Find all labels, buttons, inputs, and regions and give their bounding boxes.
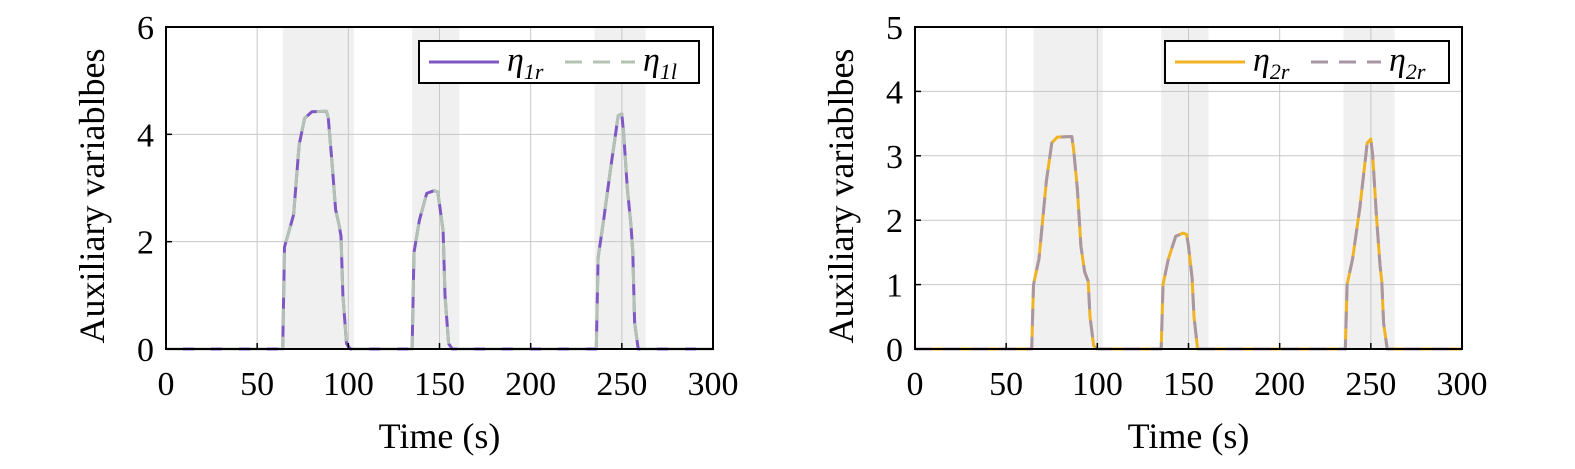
- legend-label-1l: η1l: [643, 42, 677, 84]
- x-tick-label: 250: [596, 366, 647, 403]
- y-tick-label: 1: [886, 268, 903, 305]
- y-tick-label: 4: [886, 74, 903, 111]
- x-tick-label: 0: [158, 366, 175, 403]
- y-axis-label: Auxiliary variablbes: [821, 49, 861, 344]
- legend-box: [418, 40, 700, 84]
- legend: η1r η1l: [418, 40, 700, 84]
- x-tick-label: 250: [1345, 366, 1396, 403]
- y-tick-label: 5: [886, 10, 903, 47]
- legend-label-1r: η1r: [507, 42, 544, 84]
- shaded-interval: [1033, 27, 1103, 349]
- y-tick-label: 3: [886, 139, 903, 176]
- legend-label-2r: η2r: [1389, 42, 1426, 84]
- x-tick-label: 50: [240, 366, 274, 403]
- x-axis-label: Time (s): [379, 416, 501, 456]
- chart-panel-2: 0 50 100 150 200 250 300 0 1 2 3 4 5 Time (s) Auxiliar…: [821, 10, 1488, 456]
- x-tick-label: 0: [907, 366, 924, 403]
- x-tick-label: 300: [688, 366, 739, 403]
- y-tick-label: 0: [137, 332, 154, 369]
- y-tick-label: 6: [137, 10, 154, 47]
- x-tick-label: 300: [1437, 366, 1488, 403]
- chart-panel-1: 0 50 100 150 200 250 300 0 2 4 6 Time (s) Auxiliary …: [72, 10, 739, 456]
- legend-label-2r: η2r: [1253, 42, 1290, 84]
- x-tick-label: 100: [323, 366, 374, 403]
- x-axis-label: Time (s): [1128, 416, 1250, 456]
- y-axis-label: Auxiliary variablbes: [72, 49, 112, 344]
- x-tick-label: 100: [1072, 366, 1123, 403]
- legend: η2r η2r: [1164, 40, 1450, 84]
- y-tick-label: 0: [886, 332, 903, 369]
- y-tick-label: 4: [137, 117, 154, 154]
- x-tick-label: 200: [505, 366, 556, 403]
- x-tick-label: 200: [1254, 366, 1305, 403]
- y-tick-label: 2: [137, 225, 154, 262]
- x-tick-label: 50: [989, 366, 1023, 403]
- series-line-2r-dashed: [915, 135, 1462, 351]
- series-line-1l-dashed: [166, 109, 713, 351]
- y-tick-label: 2: [886, 203, 903, 240]
- x-tick-label: 150: [1163, 366, 1214, 403]
- x-tick-label: 150: [414, 366, 465, 403]
